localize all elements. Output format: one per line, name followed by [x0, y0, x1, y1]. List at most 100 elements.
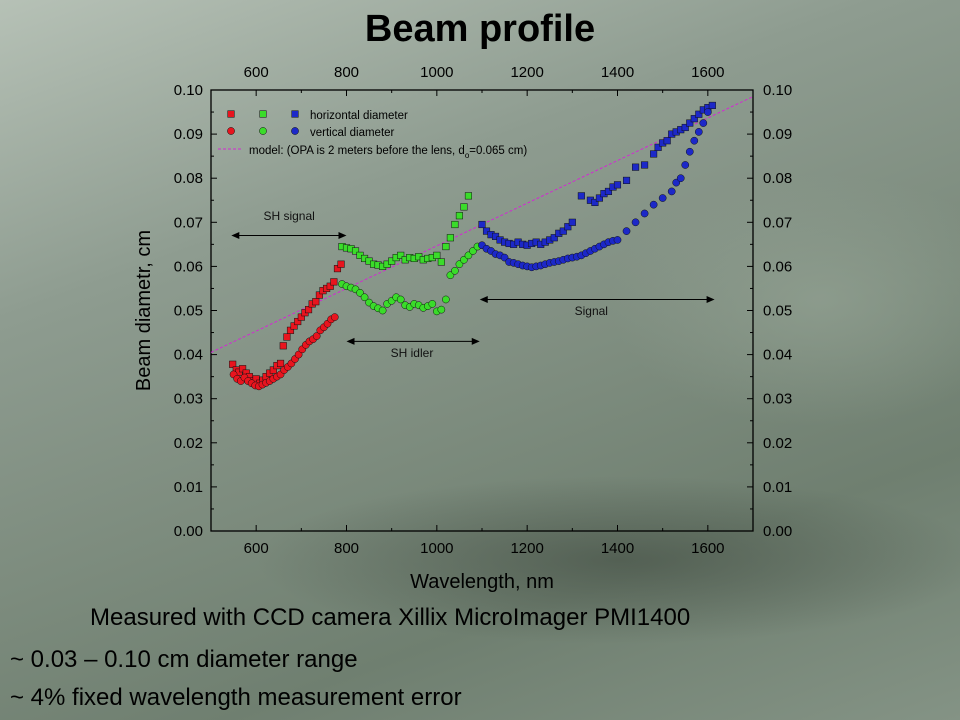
data-point-square — [650, 150, 658, 158]
data-point-circle — [360, 293, 369, 302]
data-point-circle — [699, 119, 708, 127]
data-point-square — [708, 101, 716, 109]
y-tick-label: 0.04 — [174, 347, 203, 364]
data-point-circle — [613, 236, 622, 244]
data-point-square — [568, 218, 576, 226]
data-point-square — [326, 282, 334, 290]
y-tick-label: 0.00 — [174, 523, 203, 540]
caption-error: ~ 4% fixed wavelength measurement error — [10, 684, 462, 711]
data-point-square — [451, 220, 459, 229]
data-point-circle — [396, 295, 405, 304]
data-point-square — [286, 326, 295, 334]
data-point-square — [269, 366, 277, 374]
data-point-square — [564, 223, 572, 231]
caption-range: ~ 0.03 – 0.10 cm diameter range — [10, 646, 358, 673]
x-tick-label: 1600 — [691, 540, 724, 557]
legend-model-text-end: =0.065 cm) — [469, 145, 527, 157]
data-point-circle — [676, 174, 685, 183]
y-tick-label: 0.01 — [174, 479, 203, 496]
y-tick-label-right: 0.01 — [763, 479, 792, 496]
y-tick-label-right: 0.08 — [763, 170, 792, 187]
data-point-circle — [703, 108, 712, 116]
data-point-circle — [437, 305, 446, 314]
data-point-square — [437, 258, 445, 266]
legend-vertical-label: vertical diameter — [310, 127, 395, 139]
data-point-square — [622, 176, 631, 184]
x-tick-label: 1000 — [420, 540, 453, 557]
y-tick-label: 0.06 — [174, 258, 203, 275]
range-arrow-head-left — [231, 232, 240, 240]
data-point-square — [330, 278, 338, 286]
data-point-square — [312, 298, 320, 306]
data-point-square — [663, 137, 671, 145]
data-point-circle — [667, 187, 676, 196]
range-arrow-head-right — [706, 295, 715, 303]
data-point-square — [632, 163, 640, 171]
legend-model-subscript: o — [465, 151, 470, 160]
x-tick-label-top: 1600 — [691, 64, 724, 81]
data-point-square — [460, 203, 468, 211]
range-label: SH idler — [391, 346, 434, 360]
data-point-circle — [631, 218, 640, 227]
data-point-square — [595, 194, 603, 202]
x-tick-label-top: 1400 — [601, 64, 634, 81]
data-point-square — [559, 227, 567, 235]
y-tick-label: 0.03 — [174, 391, 203, 408]
data-point-square — [550, 234, 558, 242]
data-point-square — [442, 243, 450, 251]
y-tick-label: 0.10 — [174, 82, 203, 99]
legend-square-marker — [227, 110, 235, 118]
y-tick-label: 0.02 — [174, 435, 203, 452]
y-tick-label: 0.09 — [174, 126, 203, 143]
data-point-circle — [428, 300, 437, 308]
y-tick-label-right: 0.03 — [763, 391, 792, 408]
x-tick-label: 600 — [244, 540, 269, 557]
data-point-square — [277, 359, 285, 367]
data-point-square — [290, 322, 298, 330]
data-point-circle — [649, 200, 658, 209]
data-point-square — [577, 192, 585, 200]
data-point-square — [455, 212, 463, 220]
x-tick-label: 800 — [334, 540, 359, 557]
data-point-square — [433, 251, 441, 259]
data-point-circle — [622, 227, 631, 235]
range-label: SH signal — [263, 209, 314, 223]
x-tick-label-top: 1200 — [510, 64, 543, 81]
data-point-square — [478, 220, 486, 229]
data-point-square — [654, 143, 662, 151]
data-point-square — [695, 110, 703, 118]
legend-model-label: model: (OPA is 2 meters before the lens,… — [249, 145, 527, 160]
data-point-square — [333, 265, 342, 273]
range-arrow-head-left — [346, 337, 355, 345]
y-tick-label-right: 0.10 — [763, 82, 792, 99]
y-tick-label: 0.05 — [174, 303, 203, 320]
data-point-square — [591, 198, 599, 207]
x-tick-label-top: 1000 — [420, 64, 453, 81]
data-point-square — [641, 161, 649, 169]
legend-circle-marker — [227, 127, 235, 135]
data-point-square — [686, 119, 694, 127]
data-point-square — [604, 187, 613, 195]
legend-square-marker — [259, 110, 267, 118]
range-arrow-head-right — [471, 337, 480, 345]
y-tick-label-right: 0.07 — [763, 214, 792, 231]
data-point-square — [297, 313, 305, 321]
x-axis-label: Wavelength, nm — [410, 571, 554, 593]
legend-circle-marker — [259, 127, 267, 135]
data-point-circle — [294, 350, 303, 359]
legend-horizontal-label: horizontal diameter — [310, 110, 408, 122]
data-point-circle — [330, 313, 339, 321]
y-tick-label-right: 0.02 — [763, 435, 792, 452]
data-point-square — [305, 306, 313, 314]
data-point-circle — [451, 266, 459, 275]
data-point-square — [397, 251, 405, 259]
data-point-circle — [658, 194, 667, 202]
y-tick-label-right: 0.09 — [763, 126, 792, 143]
range-arrow-head-left — [479, 295, 488, 303]
x-tick-label: 1400 — [601, 540, 634, 557]
y-tick-label-right: 0.05 — [763, 303, 792, 320]
data-point-circle — [378, 306, 387, 315]
legend-circle-marker — [291, 127, 299, 135]
legend-square-marker — [291, 110, 299, 118]
